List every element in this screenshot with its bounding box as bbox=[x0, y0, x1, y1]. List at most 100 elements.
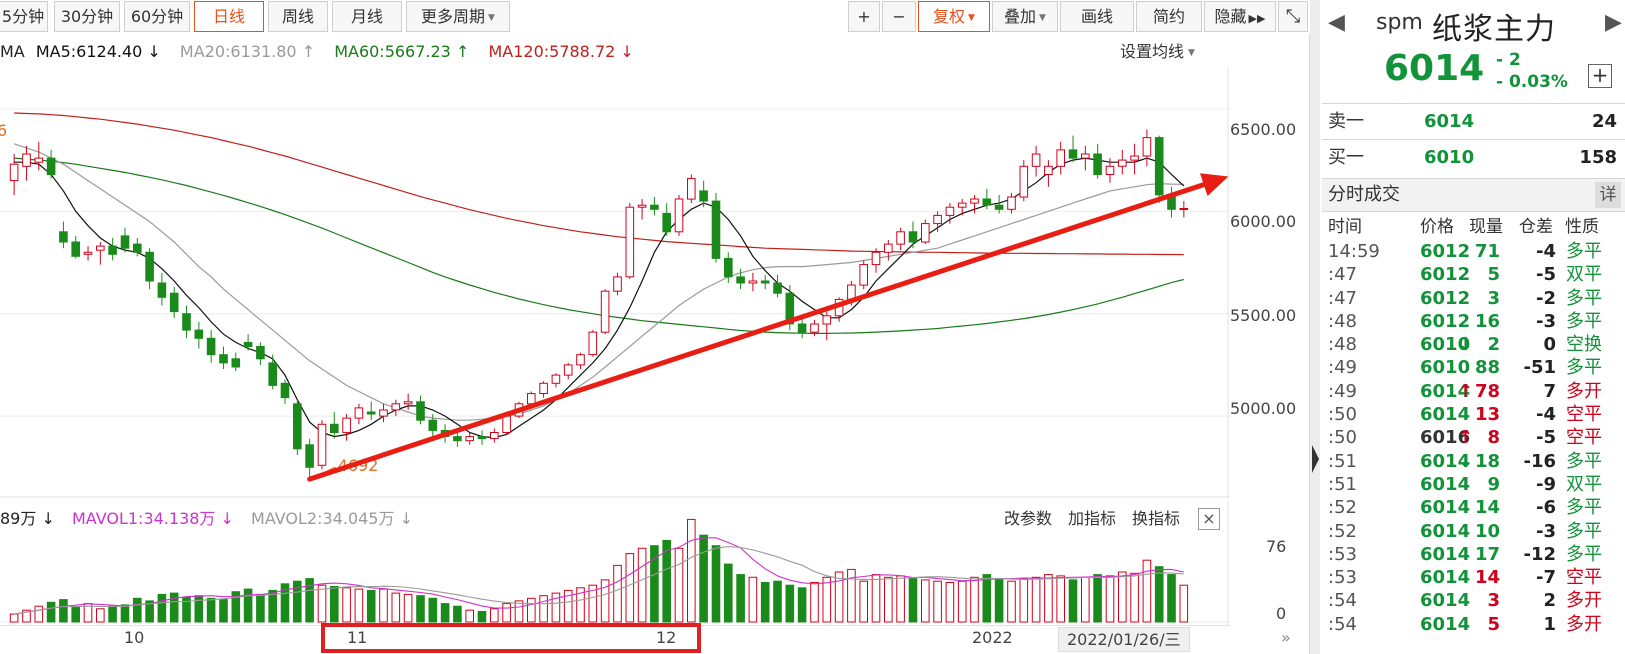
draw-line-button[interactable]: 画线 bbox=[1060, 1, 1134, 32]
trend-arrowhead-icon bbox=[1200, 173, 1229, 197]
volume-bar bbox=[502, 603, 511, 623]
volume-bar bbox=[379, 588, 388, 623]
volume-bar bbox=[1154, 566, 1164, 623]
zoom-in-button[interactable]: + bbox=[848, 1, 880, 32]
candle-body bbox=[1105, 165, 1115, 176]
candle-body bbox=[243, 341, 253, 347]
volume-bar bbox=[1118, 571, 1127, 623]
overlay-dropdown[interactable]: 叠加 ▼ bbox=[992, 1, 1058, 32]
trend-arrow-line bbox=[307, 182, 1207, 482]
candle-body bbox=[403, 401, 413, 405]
tick-volume: 5 bbox=[1487, 613, 1500, 635]
mavol1-line bbox=[14, 537, 1184, 615]
bid-row: 买一 6010 158 bbox=[1322, 139, 1625, 174]
fullscreen-icon[interactable]: ⤡ bbox=[1278, 1, 1308, 32]
candle-body bbox=[1179, 208, 1189, 210]
candle-body bbox=[206, 337, 216, 356]
volume-bar bbox=[256, 593, 265, 623]
volume-bar bbox=[354, 588, 364, 623]
candle-body bbox=[182, 313, 191, 331]
panel-splitter[interactable] bbox=[1310, 0, 1320, 654]
edit-params-button[interactable]: 改参数 bbox=[1004, 509, 1053, 528]
tick-volume: 3 bbox=[1487, 287, 1500, 309]
volume-bar bbox=[120, 604, 130, 623]
candle-body bbox=[1142, 137, 1152, 157]
candle-body bbox=[46, 157, 56, 175]
hide-label: 隐藏 bbox=[1214, 7, 1247, 26]
candle-body bbox=[71, 241, 81, 257]
volume-bar bbox=[637, 547, 647, 623]
volume-bar bbox=[662, 539, 672, 623]
volume-bar bbox=[674, 547, 684, 623]
tick-volume: 8 bbox=[1487, 427, 1500, 449]
period-5min-button[interactable]: 5分钟 bbox=[0, 1, 48, 32]
candle-body bbox=[1056, 149, 1066, 167]
candle-body bbox=[576, 354, 585, 366]
tick-price: 6010 bbox=[1420, 357, 1471, 379]
mavol1-value: MAVOL1:34.138万 ↓ bbox=[71, 509, 234, 528]
volume-bar bbox=[133, 597, 142, 623]
candle-body bbox=[773, 282, 782, 294]
arrow-up-icon: ↑ bbox=[1458, 427, 1474, 449]
tick-row: :51 6014 ↓ 18 -16 多平 bbox=[1322, 450, 1625, 473]
volume-bar bbox=[600, 579, 610, 623]
ma-settings-dropdown[interactable]: 设置均线 ▼ bbox=[1120, 38, 1195, 66]
candle-body bbox=[1093, 153, 1102, 175]
tick-row: :48 6010 ↓ 2 0 空换 bbox=[1322, 333, 1625, 356]
detail-button[interactable]: 详 bbox=[1595, 182, 1621, 208]
volume-bar bbox=[305, 578, 314, 623]
price-change: - 2 bbox=[1496, 50, 1521, 70]
volume-chart[interactable] bbox=[0, 500, 1230, 625]
tick-time: :52 bbox=[1328, 497, 1357, 519]
scroll-right-icon[interactable]: » bbox=[1281, 628, 1291, 647]
volume-bar bbox=[46, 601, 56, 623]
volume-bar bbox=[1142, 559, 1152, 623]
simple-mode-button[interactable]: 简约 bbox=[1136, 1, 1202, 32]
swap-indicator-button[interactable]: 换指标 bbox=[1132, 509, 1181, 528]
tick-oi-change: -2 bbox=[1536, 287, 1556, 309]
tick-nature: 空换 bbox=[1566, 334, 1602, 356]
volume-bar bbox=[760, 582, 770, 623]
column-header: 仓差 bbox=[1519, 217, 1553, 237]
zoom-out-button[interactable]: − bbox=[882, 1, 916, 32]
add-indicator-button[interactable]: 加指标 bbox=[1068, 509, 1117, 528]
tick-price: 6014 bbox=[1420, 567, 1471, 589]
tick-price: 6012 bbox=[1420, 287, 1471, 309]
symbol-code: spm bbox=[1376, 10, 1423, 35]
ask-label: 卖一 bbox=[1328, 111, 1364, 132]
collapse-arrow-icon[interactable] bbox=[1312, 445, 1319, 473]
mavol2-value: MAVOL2:34.045万 ↓ bbox=[251, 509, 413, 528]
tick-time: :49 bbox=[1328, 357, 1357, 379]
more-periods-label: 更多周期 bbox=[421, 7, 486, 26]
previous-icon[interactable]: ◀ bbox=[1328, 10, 1345, 35]
tick-price: 6014 bbox=[1420, 613, 1471, 635]
volume-bar bbox=[945, 582, 955, 623]
period-daily-button[interactable]: 日线 bbox=[194, 1, 264, 32]
period-30min-button[interactable]: 30分钟 bbox=[54, 1, 120, 32]
period-weekly-button[interactable]: 周线 bbox=[268, 1, 328, 32]
candle-body bbox=[391, 403, 401, 411]
volume-bar bbox=[391, 592, 401, 623]
volume-bar bbox=[96, 608, 105, 623]
period-monthly-button[interactable]: 月线 bbox=[332, 1, 402, 32]
volume-bar bbox=[1130, 572, 1139, 623]
tick-nature: 多平 bbox=[1566, 287, 1602, 309]
candle-body bbox=[797, 323, 807, 333]
period-60min-button[interactable]: 60分钟 bbox=[124, 1, 190, 32]
volume-bar bbox=[453, 605, 462, 623]
hide-button[interactable]: 隐藏 ▶▶ bbox=[1204, 1, 1276, 32]
ma120-value: MA120:5788.72 ↓ bbox=[488, 42, 634, 61]
tick-price: 6010 bbox=[1420, 334, 1471, 356]
candlestick-chart[interactable]: 46926 bbox=[0, 68, 1230, 498]
adjust-rights-dropdown[interactable]: 复权 ▼ bbox=[918, 1, 990, 32]
close-icon[interactable]: × bbox=[1198, 508, 1220, 530]
volume-bar bbox=[687, 518, 696, 623]
more-periods-dropdown[interactable]: 更多周期 ▼ bbox=[406, 1, 510, 32]
next-icon[interactable]: ▶ bbox=[1605, 10, 1622, 35]
volume-bar bbox=[514, 600, 524, 623]
candle-body bbox=[280, 382, 290, 399]
add-watchlist-button[interactable]: + bbox=[1588, 64, 1612, 88]
volume-bar bbox=[834, 571, 844, 623]
volume-bar bbox=[650, 545, 659, 623]
tick-time: :48 bbox=[1328, 310, 1357, 332]
